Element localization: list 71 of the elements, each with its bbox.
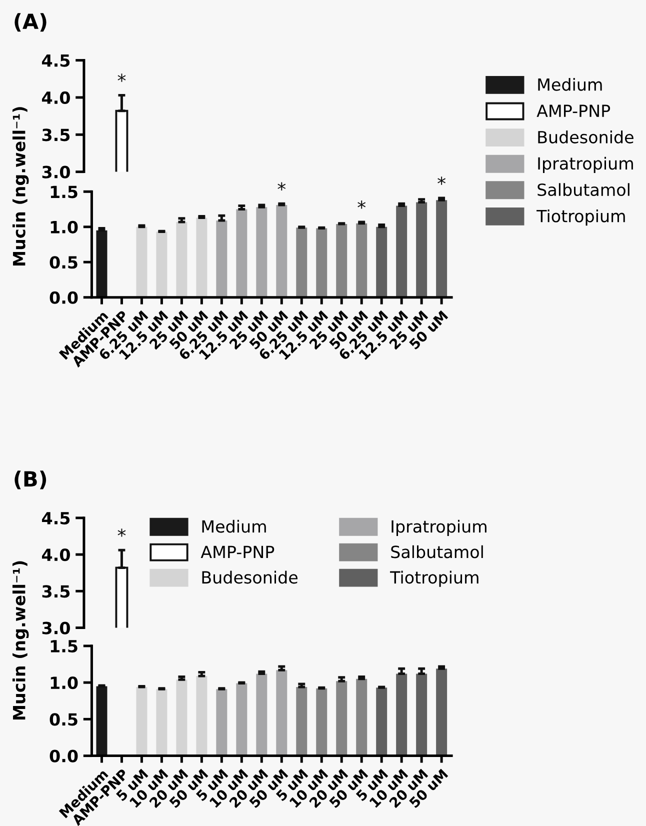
legend-label: Tiotropium xyxy=(390,570,478,587)
y-tick-label: 3.0 xyxy=(42,622,70,634)
bar xyxy=(256,207,268,298)
y-tick-label: 3.5 xyxy=(42,128,70,142)
data-label: * xyxy=(278,182,286,190)
bar xyxy=(196,676,208,756)
y-axis-title: Mucin (ng.well⁻¹) xyxy=(12,107,29,266)
bar xyxy=(276,670,288,756)
legend-label: AMP-PNP xyxy=(200,546,274,558)
y-axis-title: Mucin (ng.well⁻¹) xyxy=(12,561,29,720)
bar xyxy=(136,686,148,756)
bar xyxy=(416,202,428,298)
bar xyxy=(136,226,148,298)
y-tick-label: 4.5 xyxy=(42,512,70,524)
y-tick-label: 1.0 xyxy=(50,676,78,690)
bar xyxy=(96,686,108,756)
bar xyxy=(276,205,288,298)
legend-label: Salbutamol xyxy=(538,183,630,196)
y-tick-label: 3.0 xyxy=(42,166,70,178)
legend-label: Medium xyxy=(202,520,266,533)
bar xyxy=(256,674,268,756)
bar xyxy=(316,688,328,756)
bar xyxy=(316,228,328,298)
y-tick-label: 1.5 xyxy=(50,640,78,652)
bar xyxy=(436,200,448,298)
bar xyxy=(376,226,388,298)
data-label: * xyxy=(118,528,126,537)
legend-label: Medium xyxy=(538,78,602,91)
bar xyxy=(216,220,228,298)
data-label: * xyxy=(438,176,446,185)
bar xyxy=(236,209,248,298)
legend-label: Salbutamol xyxy=(391,545,483,558)
bar xyxy=(356,223,368,298)
legend-label: AMP-PNP xyxy=(536,104,610,117)
bar xyxy=(236,683,248,756)
chart-title: (A) xyxy=(14,13,46,32)
bar xyxy=(176,680,188,756)
bar xyxy=(356,678,368,756)
bar xyxy=(396,674,408,756)
legend-label: Budesonide xyxy=(538,130,634,144)
bar xyxy=(336,681,348,756)
bar xyxy=(396,206,408,298)
y-tick-label: 4.0 xyxy=(42,91,70,104)
bar xyxy=(176,222,188,298)
data-label: * xyxy=(118,74,126,82)
bar xyxy=(296,228,308,298)
y-tick-label: 1.5 xyxy=(50,186,78,198)
y-tick-label: 4.5 xyxy=(42,54,70,67)
bar xyxy=(296,686,308,756)
y-tick-label: 0.0 xyxy=(50,750,78,762)
bar xyxy=(156,232,168,298)
y-tick-label: 0.0 xyxy=(50,291,78,304)
y-tick-label: 3.5 xyxy=(42,585,70,598)
bar xyxy=(436,668,448,756)
bar xyxy=(96,230,108,298)
y-tick-label: 1.0 xyxy=(50,220,78,234)
legend-label: Tiotropium xyxy=(536,209,625,226)
y-tick-label: 0.5 xyxy=(50,713,78,726)
legend-label: Ipratropium xyxy=(538,156,633,173)
legend-label: Ipratropium xyxy=(392,520,486,536)
legend-label: Budesonide xyxy=(202,570,298,584)
bar xyxy=(336,224,348,298)
y-tick-label: 4.0 xyxy=(42,548,70,562)
chart-title: (B) xyxy=(14,470,46,490)
bar xyxy=(416,674,428,756)
bar xyxy=(156,689,168,756)
bar xyxy=(376,688,388,756)
y-tick-label: 0.5 xyxy=(50,256,78,269)
bar xyxy=(216,689,228,756)
data-label: * xyxy=(358,200,366,209)
bar xyxy=(196,218,208,298)
